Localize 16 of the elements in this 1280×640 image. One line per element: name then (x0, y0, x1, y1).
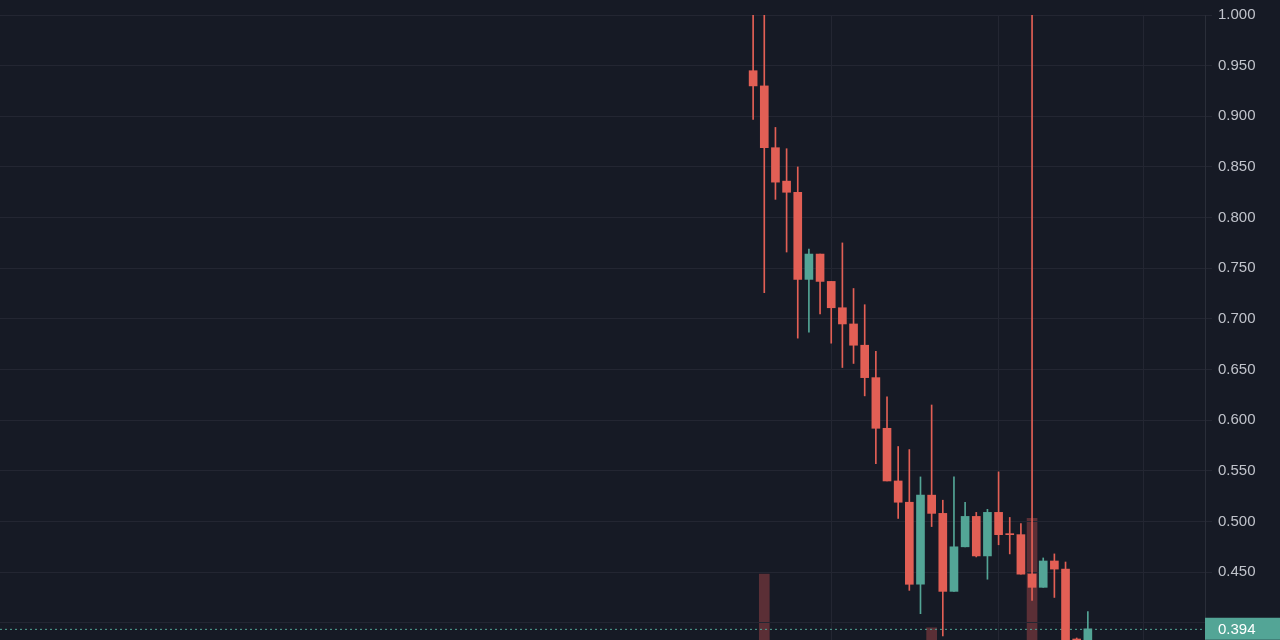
y-tick-label: 0.600 (1218, 410, 1256, 428)
y-tick-label: 0.550 (1218, 460, 1256, 478)
y-tick-label: 0.650 (1218, 359, 1256, 377)
y-tick-label: 1.000 (1218, 5, 1256, 23)
y-tick-label: 0.950 (1218, 55, 1256, 73)
y-tick-label: 0.750 (1218, 258, 1256, 276)
candlestick (748, 15, 758, 120)
candlestick (1005, 517, 1015, 555)
ref-line-label: 0.394 (1218, 620, 1256, 637)
y-tick-label: 0.700 (1218, 309, 1256, 327)
y-tick-label: 0.450 (1218, 562, 1256, 580)
y-tick-label: 0.800 (1218, 207, 1256, 225)
candlestick (759, 15, 769, 293)
y-tick-label: 0.900 (1218, 106, 1256, 124)
y-tick-label: 0.850 (1218, 157, 1256, 175)
y-tick-label: 0.500 (1218, 511, 1256, 529)
